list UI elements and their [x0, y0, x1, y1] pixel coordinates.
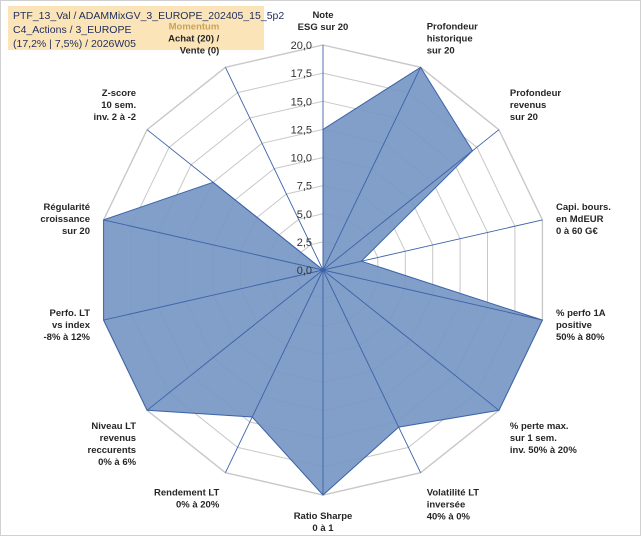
- axis-label: 0% à 20%: [176, 499, 220, 510]
- axis-label: Perfo. LT: [50, 308, 91, 319]
- tick-label: 20,0: [291, 40, 312, 52]
- portfolio-category: C4_Actions / 3_EUROPE: [13, 24, 132, 36]
- axis-label: sur 20: [62, 226, 90, 237]
- axis-label: positive: [556, 320, 592, 331]
- axis-label: reccurents: [88, 445, 137, 456]
- axis-label: % perfo 1A: [556, 308, 606, 319]
- axis-spoke: [322, 67, 422, 271]
- tick-label: 15,0: [291, 96, 312, 108]
- axis-label: Z-score: [102, 88, 136, 99]
- axis-label: historique: [427, 34, 473, 45]
- axis-label: inversée: [427, 499, 466, 510]
- axis-label: revenus: [510, 100, 546, 111]
- axis-spoke: [146, 129, 324, 271]
- axis-spoke: [322, 269, 422, 473]
- axis-label: % perte max.: [510, 421, 569, 432]
- axis-label: inv. 50% à 20%: [510, 445, 577, 456]
- axis-label: Rendement LT: [154, 487, 219, 498]
- tick-label: 5,0: [297, 209, 312, 221]
- axis-label: Note: [312, 10, 333, 21]
- axis-spoke: [103, 269, 324, 321]
- tick-label: 17,5: [291, 68, 312, 80]
- axis-label: en MdEUR: [556, 214, 604, 225]
- portfolio-stats: (17,2% | 7,5%) / 2026W05: [13, 38, 136, 50]
- axis-spoke: [322, 219, 543, 271]
- axis-spoke: [224, 269, 324, 473]
- portfolio-info-box: PTF_13_Val / ADAMMixGV_3_EUROPE_202405_1…: [8, 6, 285, 50]
- axis-spoke: [146, 269, 324, 411]
- axis-label: 0 à 1: [312, 523, 334, 534]
- axis-label: Régularité: [44, 202, 90, 213]
- axis-label: Profondeur: [427, 22, 478, 33]
- axis-label: croissance: [40, 214, 90, 225]
- axis-label: ESG sur 20: [298, 22, 349, 33]
- portfolio-name: PTF_13_Val / ADAMMixGV_3_EUROPE_202405_1…: [13, 10, 285, 22]
- axis-spoke: [322, 129, 500, 271]
- tick-label: 12,5: [291, 124, 312, 136]
- axis-label: Capi. bours.: [556, 202, 611, 213]
- tick-label: 10,0: [291, 153, 312, 165]
- axis-label: 10 sem.: [101, 100, 136, 111]
- axis-label: Vente (0): [180, 46, 220, 57]
- axis-spoke: [322, 269, 500, 411]
- axis-label: 40% à 0%: [427, 511, 471, 522]
- tick-label: 7,5: [297, 181, 312, 193]
- axis-label: 0% à 6%: [98, 457, 137, 468]
- axis-label: sur 1 sem.: [510, 433, 557, 444]
- axis-label: vs index: [52, 320, 91, 331]
- axis-label: 0 à 60 G€: [556, 226, 598, 237]
- axis-label: sur 20: [427, 46, 455, 57]
- axis-label: Profondeur: [510, 88, 561, 99]
- axis-spoke: [103, 219, 324, 271]
- axis-label: Momentum: [169, 22, 220, 33]
- axis-label: Ratio Sharpe: [294, 511, 353, 522]
- axis-label: inv. 2 à -2: [94, 112, 137, 123]
- axis-label: 50% à 80%: [556, 332, 605, 343]
- axis-label: -8% à 12%: [44, 332, 91, 343]
- axis-label: revenus: [100, 433, 136, 444]
- axis-label: Niveau LT: [91, 421, 136, 432]
- axis-spoke: [224, 67, 324, 271]
- axis-label: Volatilité LT: [427, 487, 480, 498]
- tick-label: 0,0: [297, 265, 312, 277]
- axis-label: Achat (20) /: [168, 34, 220, 45]
- axis-spoke: [322, 269, 543, 321]
- tick-label: 2,5: [297, 237, 312, 249]
- axis-label: sur 20: [510, 112, 538, 123]
